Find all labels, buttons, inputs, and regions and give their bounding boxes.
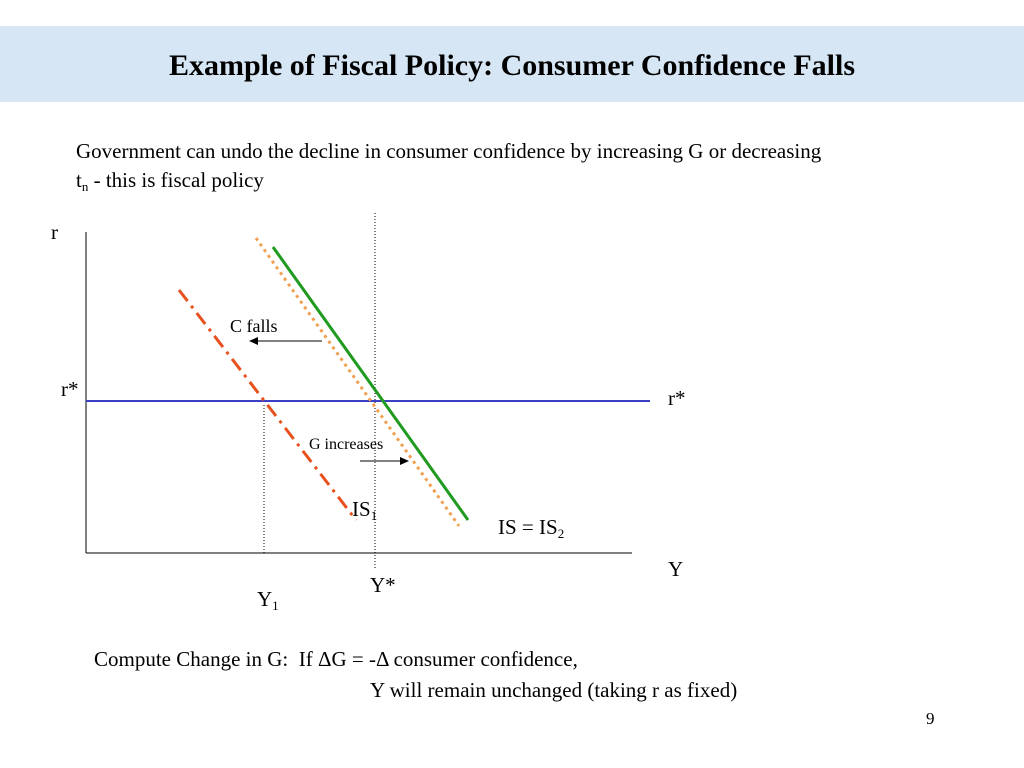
g-increases-arrowhead [400, 457, 409, 465]
y1-main: Y [257, 587, 273, 611]
c-falls-arrowhead [249, 337, 258, 345]
axis-label-y: Y [668, 557, 684, 581]
g-increases-label: G increases [309, 436, 384, 453]
y1-subscript: 1 [272, 598, 279, 613]
slide-title: Example of Fiscal Policy: Consumer Confi… [168, 49, 856, 82]
intro-line-2: - this is fiscal policy [88, 168, 264, 192]
is-shifted-back-curve [254, 237, 461, 527]
y-star-label: Y* [370, 573, 396, 597]
intro-t-subscript: n [81, 179, 89, 194]
c-falls-label: C falls [230, 316, 278, 336]
intro-t: t [76, 168, 82, 192]
page-number: 9 [926, 709, 935, 728]
is1-curve [177, 289, 358, 521]
intro-line-1: Government can undo the decline in consu… [76, 139, 822, 163]
footer-line-2: Y will remain unchanged (taking r as fix… [370, 678, 738, 702]
is1-label: IS1 [352, 497, 377, 528]
is2-label: IS = IS2 [498, 515, 564, 546]
is2-subscript: 2 [557, 526, 565, 541]
r-star-left-label: r* [61, 377, 79, 401]
axis-label-r: r [51, 220, 58, 244]
y1-label: Y1 [257, 587, 279, 618]
title-bar [0, 26, 1024, 102]
r-star-right-label: r* [668, 386, 686, 410]
is-original-curve [271, 246, 470, 521]
is2-main: IS = IS [498, 515, 558, 539]
is1-main: IS [352, 497, 371, 521]
footer-line-1: Compute Change in G: If ΔG = -Δ consumer… [94, 647, 578, 671]
is1-subscript: 1 [370, 508, 378, 523]
intro-text: Government can undo the decline in consu… [76, 137, 1006, 201]
